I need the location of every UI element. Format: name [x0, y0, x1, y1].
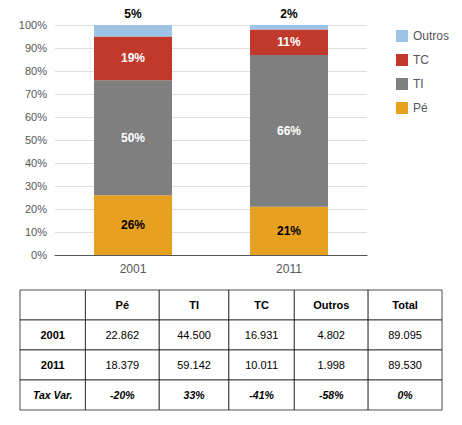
svg-text:10%: 10% [25, 226, 47, 238]
svg-text:22.862: 22.862 [106, 329, 140, 341]
svg-text:2%: 2% [280, 7, 298, 21]
svg-text:80%: 80% [25, 65, 47, 77]
svg-text:TI: TI [189, 299, 199, 311]
svg-text:2001: 2001 [40, 329, 64, 341]
svg-text:26%: 26% [121, 218, 145, 232]
svg-text:18.379: 18.379 [106, 359, 140, 371]
svg-text:Outros: Outros [413, 29, 449, 43]
svg-text:2011: 2011 [41, 359, 65, 371]
svg-text:0%: 0% [31, 249, 47, 261]
svg-text:-58%: -58% [319, 389, 344, 401]
svg-text:20%: 20% [25, 203, 47, 215]
svg-text:30%: 30% [25, 180, 47, 192]
svg-text:19%: 19% [121, 51, 145, 65]
svg-text:70%: 70% [25, 88, 47, 100]
svg-text:Total: Total [392, 299, 417, 311]
svg-text:2011: 2011 [276, 262, 302, 276]
svg-text:44.500: 44.500 [177, 329, 211, 341]
svg-text:TI: TI [413, 77, 424, 91]
svg-text:TC: TC [413, 53, 429, 67]
svg-text:66%: 66% [277, 124, 301, 138]
svg-text:TC: TC [254, 299, 269, 311]
svg-text:Pé: Pé [116, 299, 129, 311]
svg-text:50%: 50% [121, 131, 145, 145]
svg-text:59.142: 59.142 [177, 359, 211, 371]
svg-text:10.011: 10.011 [245, 359, 278, 371]
svg-text:90%: 90% [25, 42, 47, 54]
svg-text:33%: 33% [184, 389, 206, 401]
svg-text:1.998: 1.998 [317, 359, 345, 371]
svg-text:2001: 2001 [120, 262, 147, 276]
svg-text:-41%: -41% [249, 389, 274, 401]
svg-text:60%: 60% [25, 111, 47, 123]
svg-text:100%: 100% [19, 19, 47, 31]
svg-text:Tax Var.: Tax Var. [33, 389, 73, 401]
svg-text:21%: 21% [277, 224, 301, 238]
svg-text:5%: 5% [124, 7, 142, 21]
svg-text:-20%: -20% [110, 389, 135, 401]
svg-text:11%: 11% [277, 35, 301, 49]
svg-text:4.802: 4.802 [317, 329, 345, 341]
svg-text:40%: 40% [25, 157, 47, 169]
svg-text:0%: 0% [397, 389, 413, 401]
svg-text:16.931: 16.931 [245, 329, 279, 341]
svg-text:50%: 50% [25, 134, 47, 146]
svg-text:89.095: 89.095 [388, 329, 422, 341]
svg-text:Pé: Pé [413, 101, 428, 115]
svg-text:89.530: 89.530 [388, 359, 422, 371]
svg-text:Outros: Outros [313, 299, 349, 311]
